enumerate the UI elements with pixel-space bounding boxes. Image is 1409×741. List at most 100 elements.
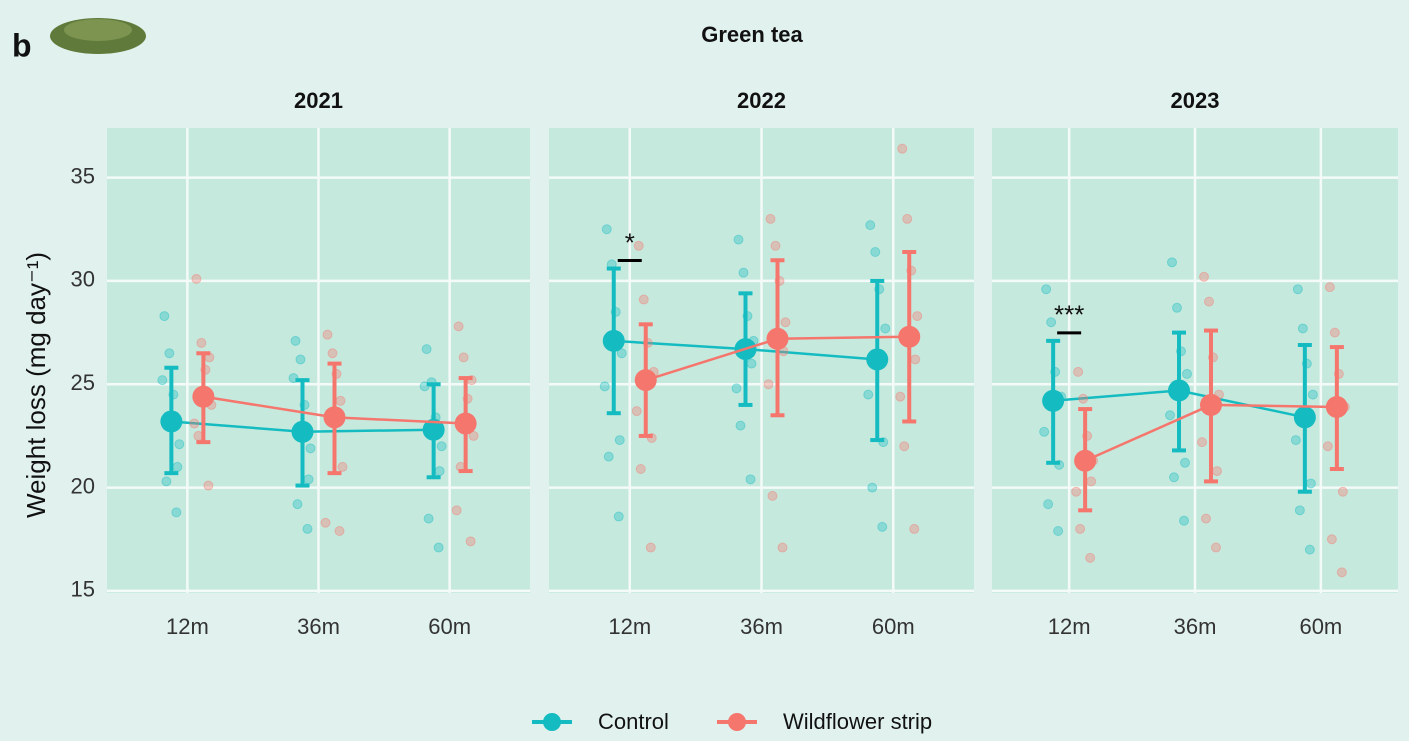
raw-point (1046, 317, 1057, 328)
raw-point (434, 466, 445, 477)
legend-label: Control (598, 709, 669, 734)
mean-point (422, 418, 445, 441)
raw-point (303, 474, 314, 485)
mean-point (1168, 379, 1190, 402)
raw-point (1294, 505, 1305, 516)
raw-point (1197, 437, 1207, 448)
raw-point (453, 321, 464, 332)
mean-point (1042, 389, 1065, 412)
x-tick-label: 36m (740, 614, 783, 639)
raw-point (631, 406, 642, 417)
raw-point (161, 476, 172, 487)
raw-point (635, 464, 646, 474)
raw-point (877, 521, 888, 532)
mean-point (1074, 449, 1097, 472)
raw-point (1212, 466, 1222, 477)
chart-title: Green tea (701, 22, 803, 47)
raw-point (1307, 389, 1318, 400)
raw-point (1324, 282, 1335, 293)
raw-point (599, 381, 610, 392)
raw-point (1043, 499, 1054, 510)
raw-point (746, 358, 757, 369)
raw-point (763, 379, 774, 390)
raw-point (733, 234, 744, 245)
mean-point (323, 406, 346, 429)
raw-point (1322, 441, 1333, 452)
y-axis-label: Weight loss (mg day⁻¹) (21, 252, 51, 518)
raw-point (1336, 567, 1347, 578)
raw-point (1169, 472, 1179, 483)
raw-point (203, 480, 214, 491)
y-tick-label: 20 (71, 473, 95, 498)
raw-point (738, 267, 749, 278)
raw-point (614, 435, 625, 446)
raw-point (335, 395, 346, 406)
raw-point (465, 536, 476, 547)
mean-point (291, 420, 314, 443)
raw-point (458, 352, 469, 363)
raw-point (1182, 368, 1192, 379)
legend-marker (728, 713, 746, 731)
x-tick-label: 60m (1299, 614, 1342, 639)
raw-point (1039, 426, 1050, 437)
x-tick-label: 36m (297, 614, 340, 639)
raw-point (1165, 410, 1175, 421)
facet-title: 2023 (1171, 88, 1220, 113)
y-tick-label: 25 (71, 370, 95, 395)
raw-point (633, 240, 644, 251)
raw-point (865, 220, 876, 231)
raw-point (196, 337, 207, 348)
raw-point (1179, 515, 1189, 526)
significance-label: *** (1054, 300, 1084, 330)
raw-point (603, 451, 614, 462)
raw-point (902, 213, 913, 224)
raw-point (1085, 552, 1096, 563)
mean-point (192, 385, 215, 408)
raw-point (189, 418, 200, 429)
mean-point (766, 327, 789, 350)
raw-point (322, 329, 333, 340)
raw-point (863, 389, 874, 400)
raw-point (897, 143, 908, 154)
raw-point (1075, 523, 1086, 534)
x-tick-label: 60m (428, 614, 471, 639)
raw-point (780, 317, 791, 328)
mean-point (1293, 406, 1316, 429)
x-tick-label: 12m (1048, 614, 1091, 639)
facet-title: 2022 (737, 88, 786, 113)
mean-point (866, 348, 889, 371)
raw-point (327, 348, 338, 359)
raw-point (290, 335, 301, 346)
raw-point (899, 441, 910, 452)
raw-point (731, 383, 742, 394)
raw-point (1211, 542, 1221, 553)
mean-point (634, 369, 657, 392)
raw-point (292, 499, 303, 510)
raw-point (1292, 284, 1303, 295)
raw-point (320, 517, 331, 528)
tea-icon (64, 19, 132, 41)
mean-point (602, 329, 625, 352)
raw-point (157, 375, 168, 386)
raw-point (302, 523, 313, 534)
raw-point (1304, 544, 1315, 555)
raw-point (1078, 393, 1089, 404)
mean-point (898, 325, 921, 348)
raw-point (880, 323, 891, 334)
raw-point (601, 224, 612, 235)
raw-point (1172, 302, 1182, 313)
raw-point (1204, 296, 1214, 307)
raw-point (468, 430, 479, 441)
raw-point (1297, 323, 1308, 334)
raw-point (765, 213, 776, 224)
x-tick-label: 12m (608, 614, 651, 639)
mean-point (1200, 393, 1222, 416)
raw-point (613, 511, 624, 522)
y-tick-label: 15 (71, 577, 95, 602)
raw-point (174, 439, 185, 450)
raw-point (777, 542, 788, 553)
raw-point (1337, 486, 1348, 497)
x-tick-label: 12m (166, 614, 209, 639)
raw-point (433, 542, 444, 553)
